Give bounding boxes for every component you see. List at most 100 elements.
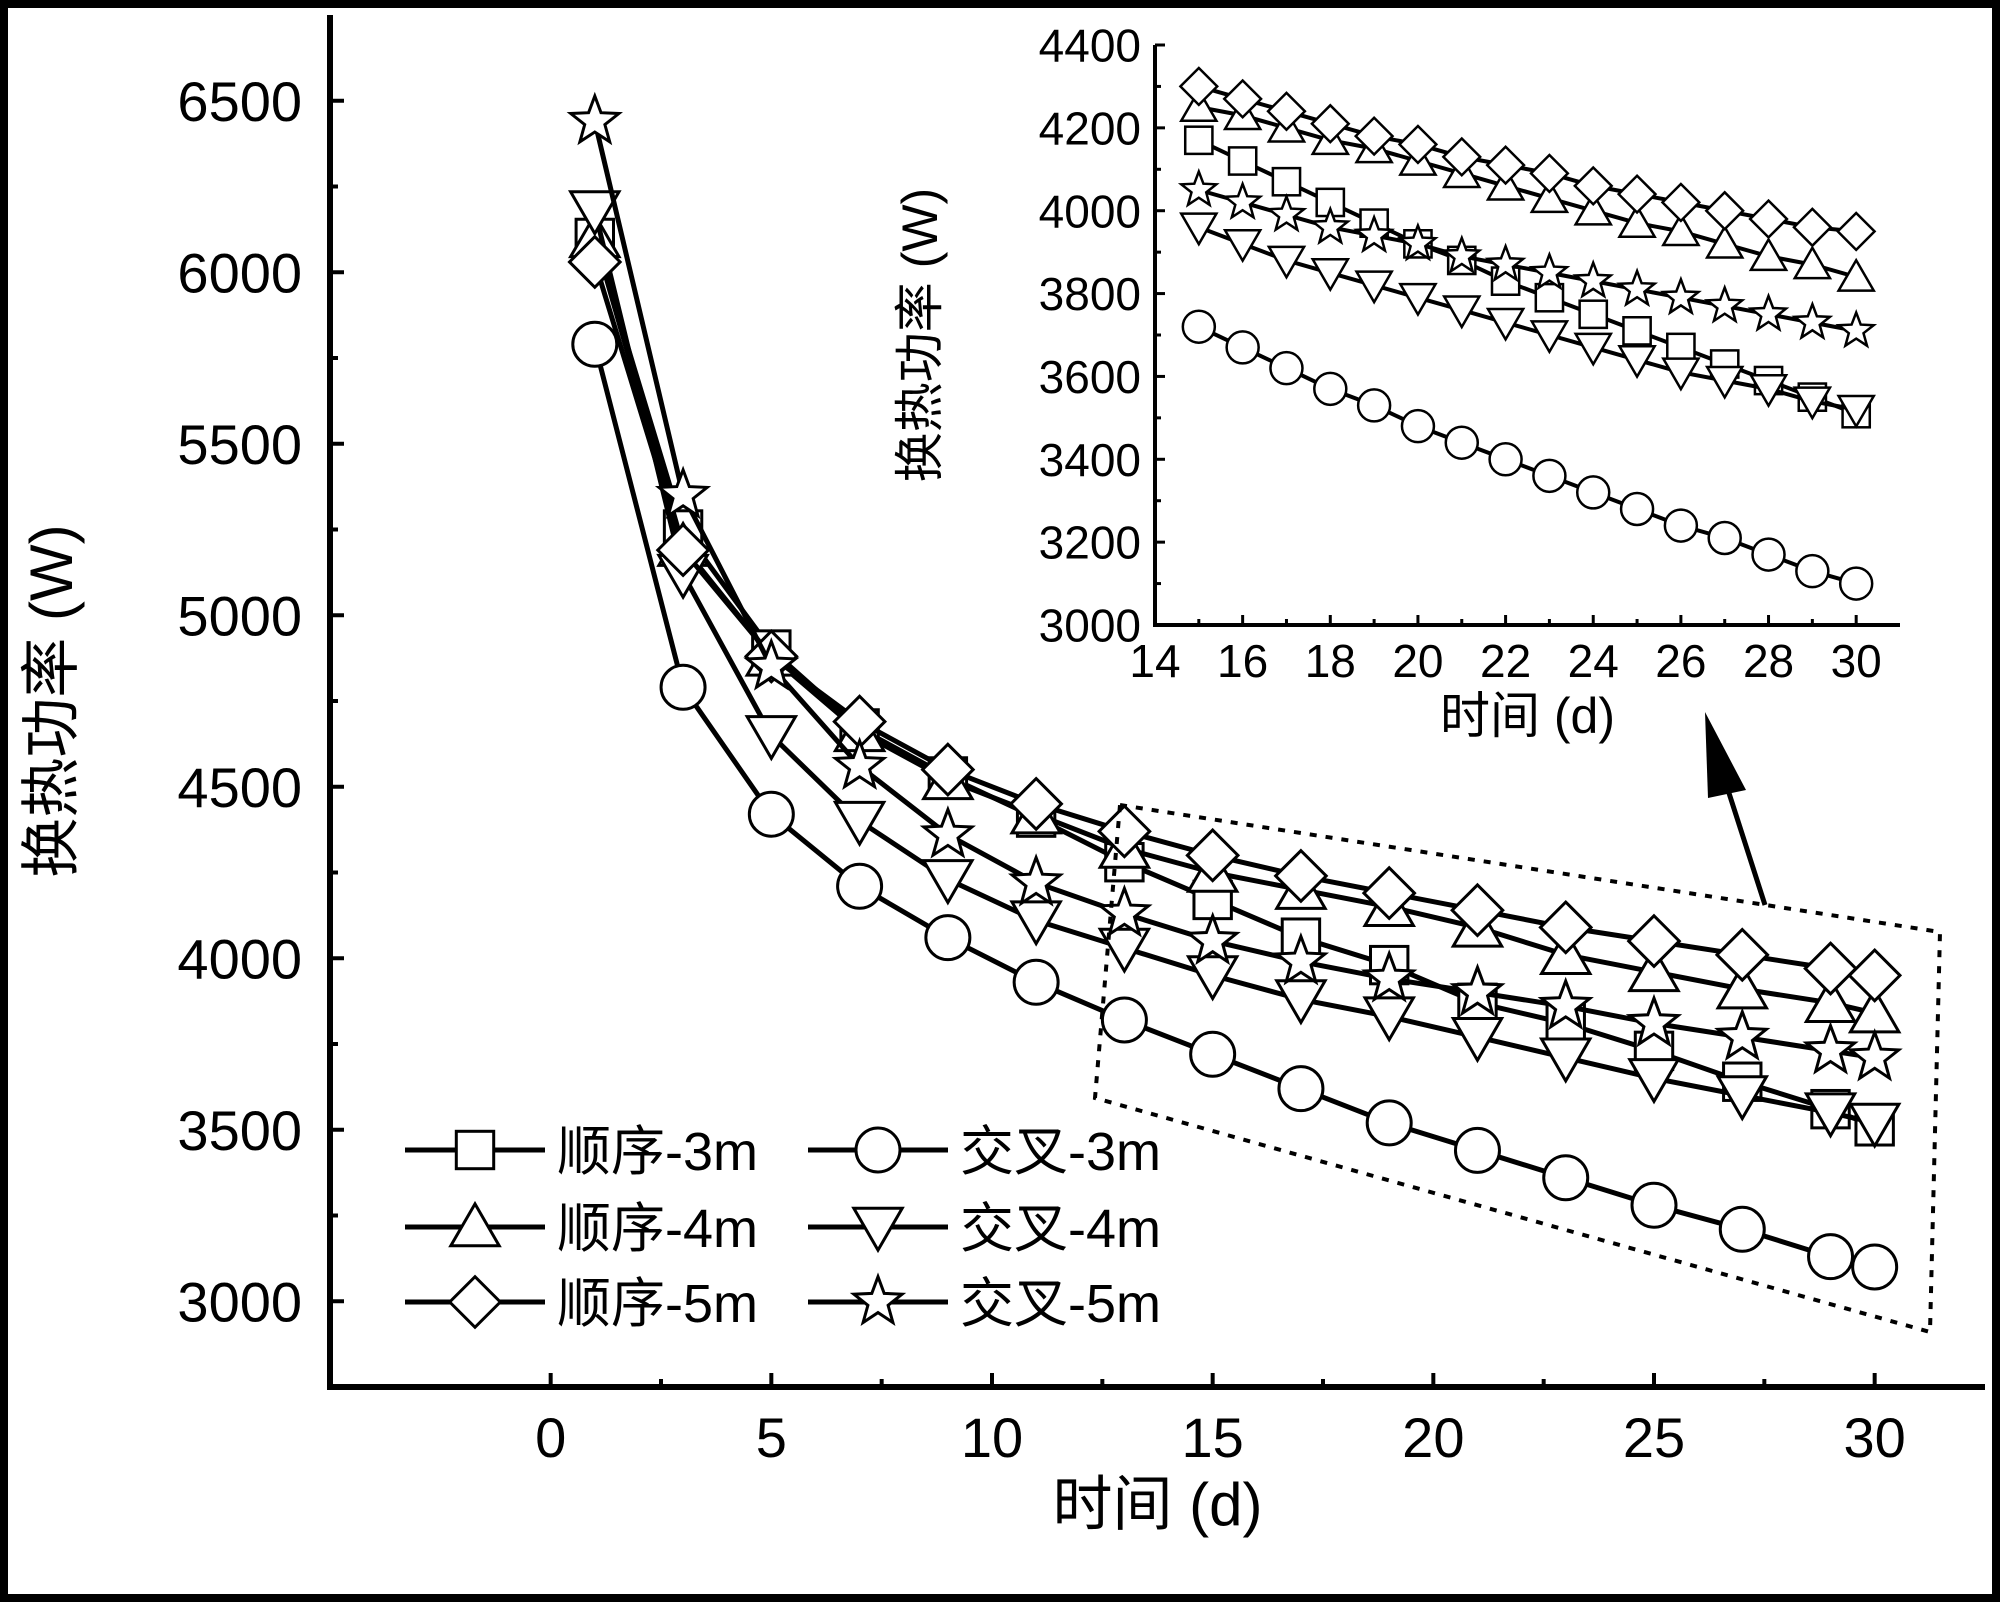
data-point [920,742,976,798]
data-point [1718,1205,1766,1253]
data-point [1715,1075,1770,1122]
data-point [1450,1016,1505,1064]
data-point [1573,332,1614,367]
data-point [1529,153,1570,194]
data-point [1441,295,1482,330]
x-tick-label: 30 [1844,1406,1906,1469]
data-point [1008,853,1065,907]
data-point [1748,374,1789,409]
data-point [1356,388,1392,423]
y-tick-label: 4000 [1039,185,1141,237]
data-point [1365,1099,1413,1147]
zoom-arrow-head [1705,712,1746,798]
y-axis-title: 换热功率 (W) [18,524,85,877]
data-point [1183,125,1214,156]
data-point [1751,537,1786,572]
series-star [566,91,1903,1082]
data-point [1803,941,1858,996]
data-point [1179,212,1219,247]
data-point [1227,146,1258,176]
zoom-region-outline [1092,802,1943,1335]
axes-frame [1153,45,1900,627]
data-point [1617,345,1657,380]
x-tick-label: 5 [756,1406,787,1469]
series-line [1198,225,1857,412]
data-point [1488,442,1523,477]
data-point [1097,927,1152,975]
data-point [1572,259,1615,299]
data-point [1542,1154,1590,1202]
x-tick-label: 20 [1392,635,1443,687]
series-line [592,209,1876,1126]
data-point [1100,996,1148,1044]
data-point [1846,1028,1903,1082]
data-point [1528,250,1571,291]
data-point [1807,1233,1855,1281]
main-chart: 0 5 10 15 20 25 30 3000 3500 4000 4500 5000 5500 6000… [18,15,1985,1538]
data-point [1836,257,1876,292]
legend-label: 交叉-3m [960,1122,1161,1182]
data-point [919,805,976,859]
data-point [1625,993,1683,1048]
series-line [1198,105,1857,279]
data-point [747,790,795,838]
data-point [1440,234,1483,275]
data-point [744,715,799,762]
data-point [1441,136,1482,178]
data-point [1534,282,1565,313]
y-axis-title: 换热功率 (W) [892,188,948,482]
data-point [1266,91,1307,132]
data-point [1269,350,1304,386]
data-point [836,862,884,910]
y-tick-label: 3000 [1039,600,1141,652]
data-point [1222,229,1263,264]
series-line [1198,84,1857,234]
data-point [1177,168,1220,208]
data-point [1397,124,1439,165]
y-tick-label: 4500 [177,756,302,819]
series-star [1177,168,1878,349]
data-point [655,522,711,578]
series-triangle-down [1179,212,1876,429]
data-point [743,637,800,691]
x-tick-label: 10 [961,1406,1023,1469]
data-point [1532,458,1567,494]
data-point [1310,258,1351,293]
x-tick-label: 15 [1182,1406,1244,1469]
data-point [1622,316,1652,346]
data-point [1838,566,1874,601]
x-tick-label: 25 [1623,1406,1685,1469]
x-tick-label: 30 [1831,635,1882,687]
y-tick-label: 3200 [1039,517,1141,569]
y-tick-label: 3000 [177,1270,302,1333]
legend: 顺序-3m 交叉-3m 顺序-4m 交叉-4m 顺序-5m 交叉-5m [405,1122,1161,1334]
data-point [1485,307,1526,342]
data-point [1803,1092,1858,1139]
series-line [1197,138,1857,416]
series-circle [1181,309,1874,601]
data-point [1449,963,1506,1017]
data-point [1660,275,1702,316]
data-point [1453,1126,1501,1174]
data-point [571,320,619,368]
legend-label: 交叉-5m [960,1274,1161,1334]
y-tick-label: 3800 [1039,268,1141,320]
data-point [1310,103,1351,144]
x-tick-label: 28 [1743,635,1794,687]
data-point [1096,884,1153,938]
data-point [1396,221,1439,262]
y-tick-label: 4000 [177,927,302,990]
legend-marker [454,1129,496,1171]
x-axis-title: 时间 (d) [1440,688,1615,744]
data-point [1361,865,1417,921]
data-point [1616,267,1659,308]
data-point [1578,299,1609,330]
data-point [1273,848,1329,904]
data-point [659,663,707,711]
legend-item: 交叉-5m [808,1272,1161,1334]
data-point [1272,932,1330,986]
legend-label: 顺序-5m [557,1274,758,1334]
data-point [1361,949,1418,1003]
